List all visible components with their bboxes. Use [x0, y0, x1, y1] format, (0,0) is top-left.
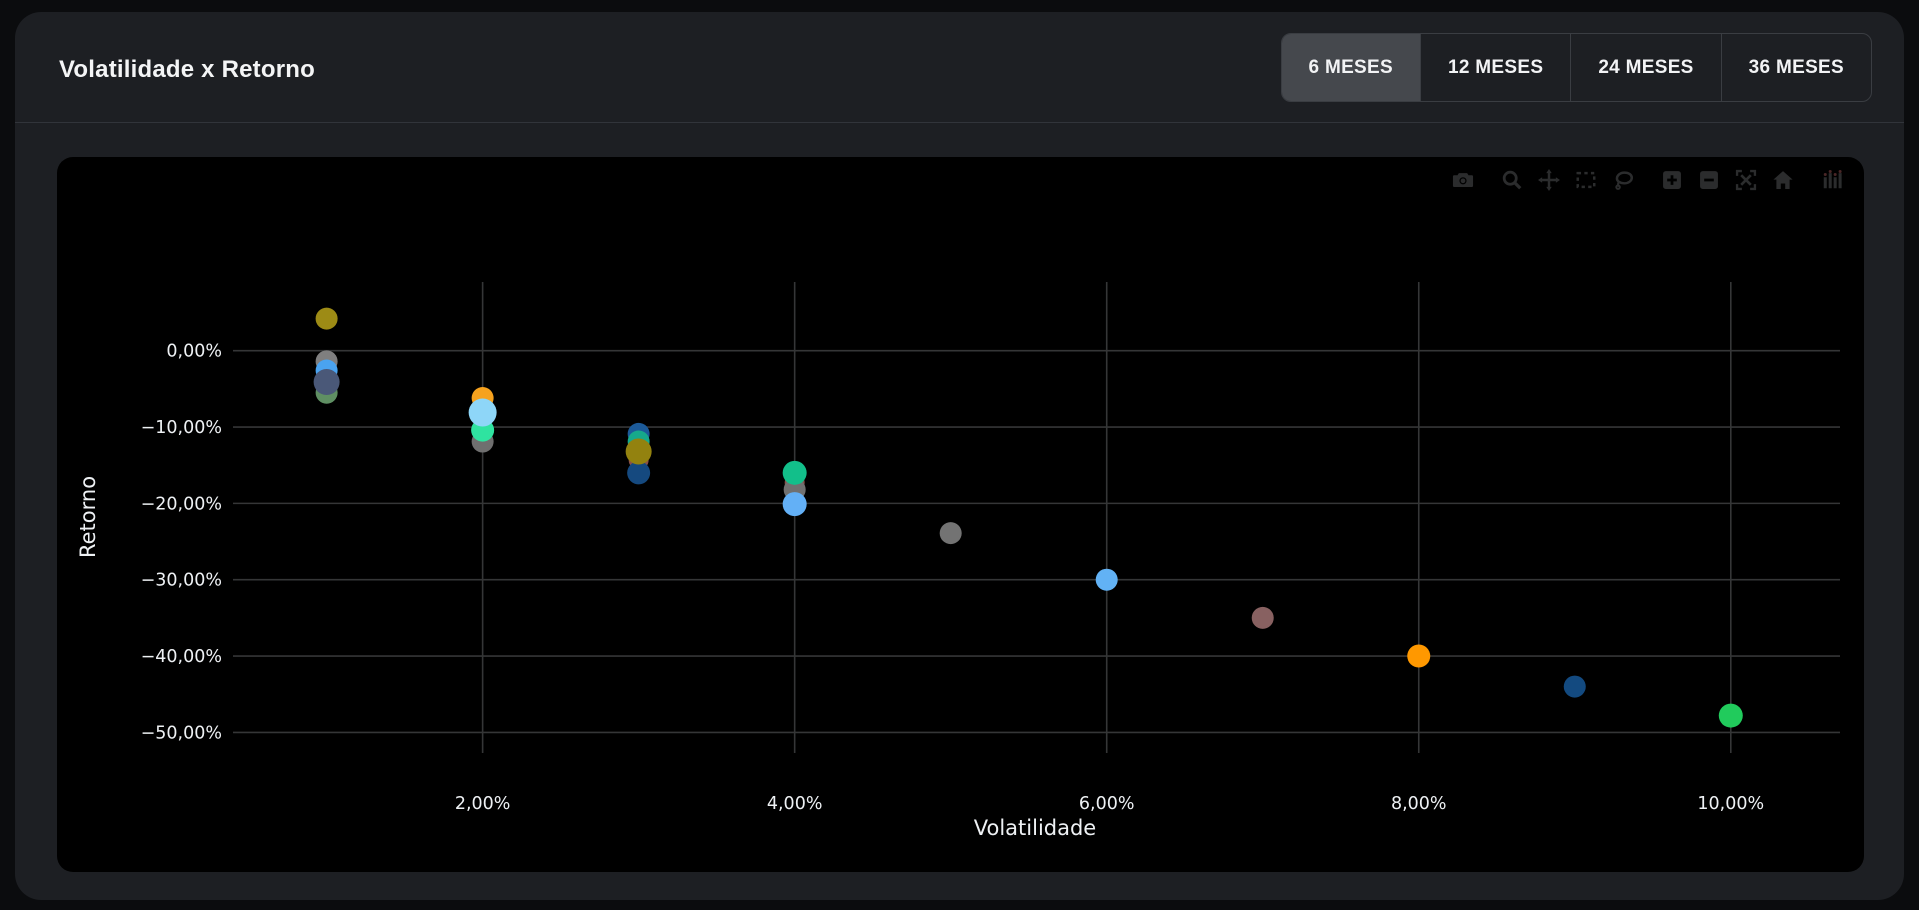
zoom-in-icon[interactable]: [1660, 168, 1684, 192]
zoom-icon[interactable]: [1500, 168, 1524, 192]
autoscale-icon[interactable]: [1734, 168, 1758, 192]
camera-icon[interactable]: [1451, 168, 1475, 192]
tab-36-meses[interactable]: 36 MESES: [1722, 34, 1871, 101]
reset-home-icon[interactable]: [1771, 168, 1795, 192]
y-tick-label: −20,00%: [141, 494, 222, 514]
lasso-select-icon[interactable]: [1611, 168, 1635, 192]
scatter-point[interactable]: [782, 492, 807, 517]
plotly-logo-icon[interactable]: [1820, 168, 1844, 192]
pan-icon[interactable]: [1537, 168, 1561, 192]
scatter-point[interactable]: [1251, 606, 1274, 629]
x-axis-title: Volatilidade: [974, 816, 1096, 840]
x-tick-label: 6,00%: [1079, 794, 1135, 814]
chart-card: Volatilidade x Retorno 6 MESES 12 MESES …: [15, 12, 1904, 900]
scatter-chart-panel: 2,00% 4,00% 6,00% 8,00% 10,00% 0,00% −10,00% −2…: [57, 157, 1864, 872]
y-tick-label: −10,00%: [141, 418, 222, 438]
box-select-icon[interactable]: [1574, 168, 1598, 192]
scatter-point[interactable]: [625, 438, 652, 465]
scatter-point[interactable]: [315, 307, 338, 330]
x-tick-label: 8,00%: [1391, 794, 1447, 814]
x-tick-label: 2,00%: [455, 794, 511, 814]
scatter-point[interactable]: [1095, 568, 1118, 591]
scatter-point[interactable]: [627, 461, 651, 485]
x-tick-label: 4,00%: [767, 794, 823, 814]
tab-6-meses[interactable]: 6 MESES: [1281, 34, 1421, 101]
scatter-point[interactable]: [468, 398, 497, 427]
y-tick-label: 0,00%: [166, 342, 222, 362]
scatter-point[interactable]: [782, 460, 807, 485]
scatter-plot[interactable]: 2,00% 4,00% 6,00% 8,00% 10,00% 0,00% −10,00% −2…: [57, 157, 1864, 872]
plotly-modebar: [1451, 168, 1844, 192]
scatter-point[interactable]: [1407, 644, 1431, 668]
tab-12-meses[interactable]: 12 MESES: [1421, 34, 1572, 101]
period-tab-group: 6 MESES 12 MESES 24 MESES 36 MESES: [1280, 33, 1872, 102]
scatter-point[interactable]: [1563, 675, 1586, 698]
y-tick-label: −30,00%: [141, 571, 222, 591]
zoom-out-icon[interactable]: [1697, 168, 1721, 192]
y-axis-title: Retorno: [76, 476, 100, 558]
card-header: Volatilidade x Retorno 6 MESES 12 MESES …: [15, 12, 1904, 123]
tab-24-meses[interactable]: 24 MESES: [1571, 34, 1722, 101]
y-tick-label: −50,00%: [141, 723, 222, 743]
scatter-point[interactable]: [939, 522, 962, 545]
scatter-point[interactable]: [1718, 703, 1743, 728]
scatter-point[interactable]: [313, 369, 340, 396]
page-title: Volatilidade x Retorno: [59, 56, 315, 83]
header-divider: [15, 122, 1904, 123]
y-tick-label: −40,00%: [141, 647, 222, 667]
x-tick-label: 10,00%: [1697, 794, 1764, 814]
